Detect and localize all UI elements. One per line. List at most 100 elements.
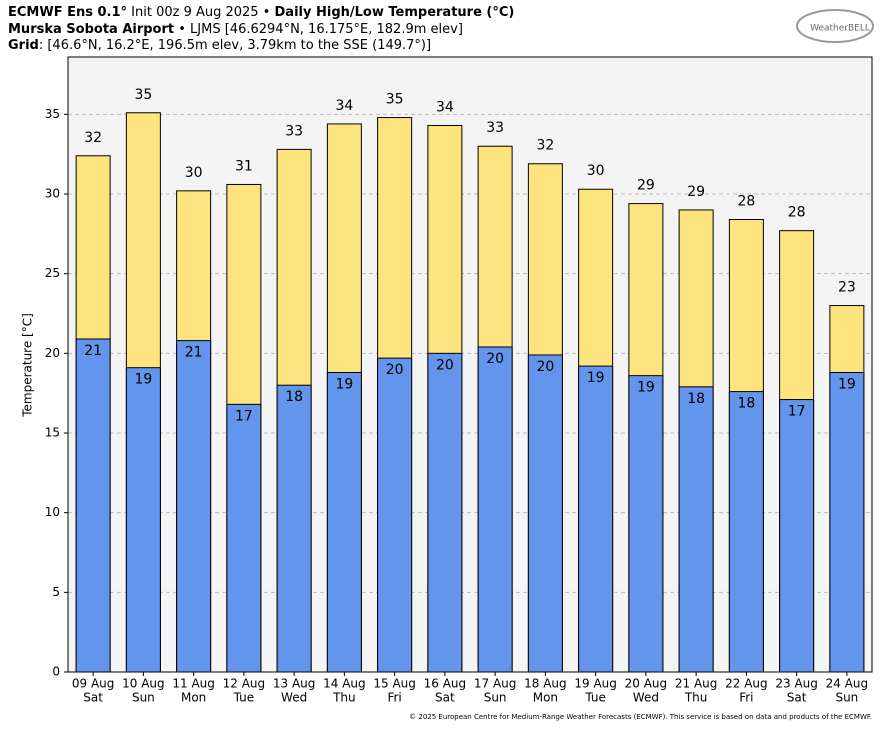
y-tick-label: 35	[45, 107, 60, 121]
x-tick-label: Sun	[132, 691, 155, 705]
value-label: 20	[436, 357, 454, 373]
model: ECMWF Ens 0.1°	[8, 5, 127, 20]
x-tick-label: Mon	[533, 691, 558, 705]
x-tick-label: Sat	[787, 691, 807, 705]
x-tick-label: 12 Aug	[223, 677, 266, 691]
value-label: 30	[185, 165, 203, 181]
value-label: 33	[285, 123, 303, 139]
x-tick-label: Thu	[684, 691, 708, 705]
value-label: 34	[335, 98, 353, 114]
value-label: 19	[838, 376, 856, 392]
value-label: 34	[436, 100, 454, 116]
logo: WeatherBELL	[810, 24, 870, 34]
header-line-1: ECMWF Ens 0.1° Init 00z 9 Aug 2025 • Dai…	[8, 5, 514, 20]
value-label: 17	[235, 408, 253, 424]
x-tick-label: 18 Aug	[524, 677, 567, 691]
bar	[477, 346, 513, 673]
y-axis-label: Temperature [°C]	[21, 313, 35, 418]
x-tick-label: 22 Aug	[725, 677, 768, 691]
x-tick-label: Mon	[181, 691, 206, 705]
value-label: 18	[285, 389, 303, 405]
value-label: 28	[788, 205, 806, 221]
value-label: 23	[838, 280, 856, 296]
x-tick-label: Fri	[387, 691, 401, 705]
station: Murska Sobota Airport	[8, 22, 174, 37]
bar	[829, 371, 865, 673]
chart-title: Daily High/Low Temperature (°C)	[275, 5, 515, 20]
y-tick-label: 15	[45, 426, 60, 440]
bar	[628, 375, 664, 673]
y-tick-label: 0	[52, 665, 60, 679]
header-line-3: Grid: [46.6°N, 16.2°E, 196.5m elev, 3.79…	[8, 38, 431, 53]
value-label: 20	[536, 359, 554, 375]
x-tick-label: Wed	[633, 691, 659, 705]
value-label: 35	[386, 92, 404, 108]
grid-info: : [46.6°N, 16.2°E, 196.5m elev, 3.79km t…	[39, 38, 431, 53]
header-line-2: Murska Sobota Airport • LJMS [46.6294°N,…	[8, 22, 463, 37]
value-label: 18	[687, 391, 705, 407]
y-tick-label: 5	[52, 585, 60, 599]
x-tick-label: 16 Aug	[424, 677, 467, 691]
value-label: 19	[335, 376, 353, 392]
value-label: 35	[134, 87, 152, 103]
x-tick-label: Tue	[233, 691, 255, 705]
x-tick-label: 21 Aug	[675, 677, 718, 691]
x-tick-label: 24 Aug	[826, 677, 869, 691]
x-tick-label: Sun	[835, 691, 858, 705]
bar	[527, 354, 563, 673]
footer: © 2025 European Centre for Medium-Range …	[409, 713, 872, 721]
bar	[678, 386, 714, 673]
y-tick-label: 10	[45, 505, 60, 519]
logo-ring	[796, 9, 874, 43]
x-tick-label: 19 Aug	[574, 677, 617, 691]
x-tick-label: 14 Aug	[323, 677, 366, 691]
value-label: 30	[587, 163, 605, 179]
bar	[377, 357, 413, 673]
x-tick-label: 13 Aug	[273, 677, 316, 691]
y-tick-label: 30	[45, 187, 60, 201]
value-label: 20	[486, 351, 504, 367]
value-label: 19	[134, 372, 152, 388]
x-tick-label: 09 Aug	[72, 677, 115, 691]
y-tick-label: 20	[45, 346, 60, 360]
bar	[578, 365, 614, 673]
x-tick-label: Sat	[83, 691, 103, 705]
x-tick-label: 20 Aug	[625, 677, 668, 691]
bar	[226, 403, 262, 673]
value-label: 19	[637, 380, 655, 396]
value-label: 29	[637, 178, 655, 194]
x-tick-label: 11 Aug	[172, 677, 215, 691]
value-label: 20	[386, 362, 404, 378]
x-tick-label: Sun	[484, 691, 507, 705]
x-tick-label: Fri	[739, 691, 753, 705]
value-label: 31	[235, 158, 253, 174]
x-tick-label: 10 Aug	[122, 677, 165, 691]
value-label: 28	[737, 194, 755, 210]
plot-frame	[67, 56, 873, 673]
y-tick-label: 25	[45, 266, 60, 280]
x-tick-label: 23 Aug	[775, 677, 818, 691]
value-label: 21	[84, 343, 102, 359]
x-tick-label: Tue	[584, 691, 606, 705]
value-label: 32	[536, 138, 554, 154]
bar	[326, 371, 362, 673]
x-tick-label: Thu	[332, 691, 356, 705]
value-label: 18	[737, 396, 755, 412]
x-tick-label: 15 Aug	[373, 677, 416, 691]
station-info: • LJMS [46.6294°N, 16.175°E, 182.9m elev…	[174, 22, 463, 37]
bar	[276, 384, 312, 673]
value-label: 33	[486, 120, 504, 136]
init: Init 00z 9 Aug 2025 •	[127, 5, 274, 20]
x-tick-label: Sat	[435, 691, 455, 705]
value-label: 29	[687, 184, 705, 200]
x-tick-label: Wed	[281, 691, 307, 705]
grid-label: Grid	[8, 38, 39, 53]
value-label: 19	[587, 370, 605, 386]
bar	[75, 338, 111, 673]
bar	[427, 352, 463, 673]
bar	[728, 391, 764, 673]
value-label: 21	[185, 345, 203, 361]
value-label: 17	[788, 404, 806, 420]
bar	[176, 340, 212, 673]
